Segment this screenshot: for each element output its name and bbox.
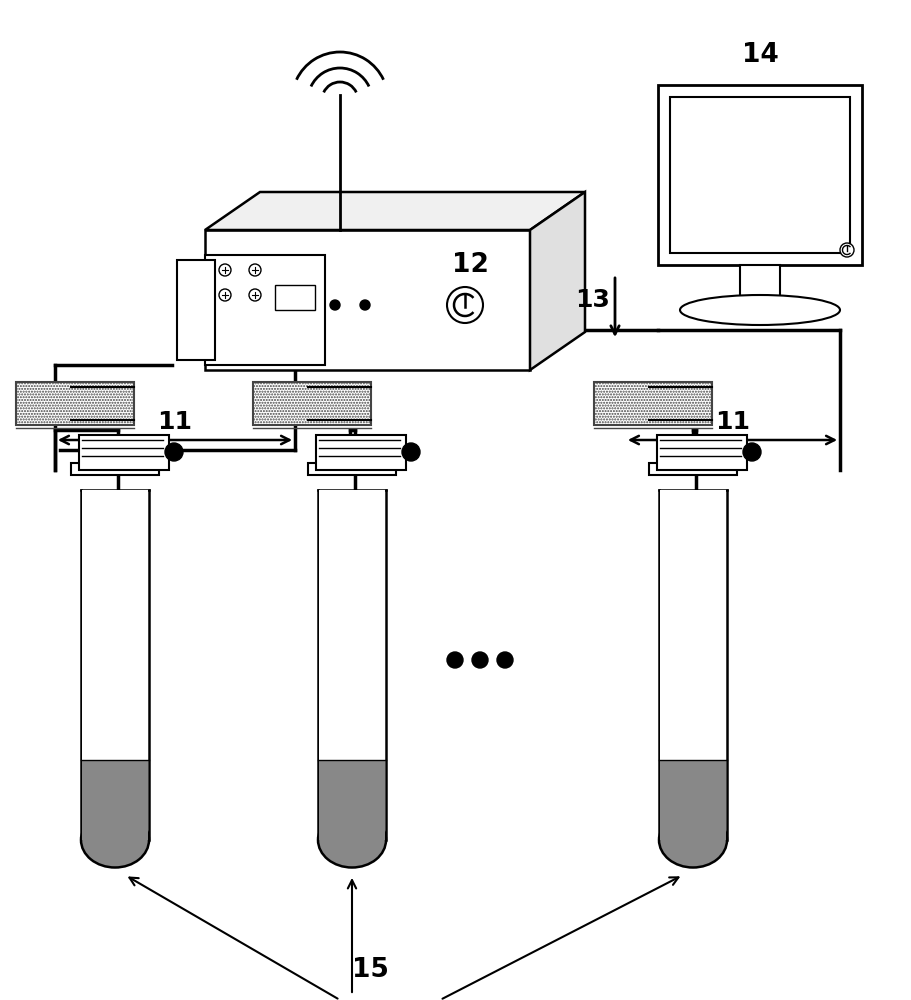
Bar: [82, 760, 148, 840]
Circle shape: [165, 443, 183, 461]
Ellipse shape: [318, 812, 386, 867]
Circle shape: [743, 443, 761, 461]
Circle shape: [219, 289, 231, 301]
Circle shape: [360, 300, 370, 310]
Circle shape: [300, 300, 310, 310]
Bar: [740, 265, 780, 305]
Text: 11: 11: [715, 410, 750, 434]
Text: 11: 11: [158, 410, 192, 434]
Bar: [660, 490, 726, 760]
Bar: [316, 435, 406, 470]
Circle shape: [249, 289, 261, 301]
Bar: [594, 382, 712, 425]
Bar: [319, 490, 385, 760]
Circle shape: [447, 287, 483, 323]
Bar: [253, 382, 371, 425]
Bar: [205, 255, 325, 365]
Bar: [658, 85, 862, 265]
Text: 12: 12: [452, 252, 488, 278]
Bar: [205, 230, 530, 370]
Circle shape: [219, 264, 231, 276]
Ellipse shape: [659, 812, 727, 867]
Circle shape: [497, 652, 513, 668]
Bar: [308, 463, 396, 475]
Circle shape: [447, 652, 463, 668]
Ellipse shape: [680, 295, 840, 325]
Circle shape: [472, 652, 488, 668]
Bar: [177, 260, 215, 360]
Polygon shape: [530, 192, 585, 370]
Circle shape: [249, 264, 261, 276]
Ellipse shape: [81, 812, 149, 867]
Bar: [670, 97, 850, 253]
Circle shape: [840, 243, 854, 257]
Text: 13: 13: [575, 288, 610, 312]
Bar: [657, 435, 747, 470]
Bar: [649, 463, 737, 475]
Circle shape: [330, 300, 340, 310]
Bar: [71, 463, 159, 475]
Polygon shape: [205, 192, 585, 230]
Text: 15: 15: [352, 957, 388, 983]
Bar: [79, 435, 169, 470]
Bar: [275, 285, 315, 310]
Bar: [319, 760, 385, 840]
Bar: [16, 382, 134, 425]
Bar: [82, 490, 148, 760]
Circle shape: [402, 443, 420, 461]
Text: 14: 14: [742, 42, 778, 68]
Bar: [660, 760, 726, 840]
